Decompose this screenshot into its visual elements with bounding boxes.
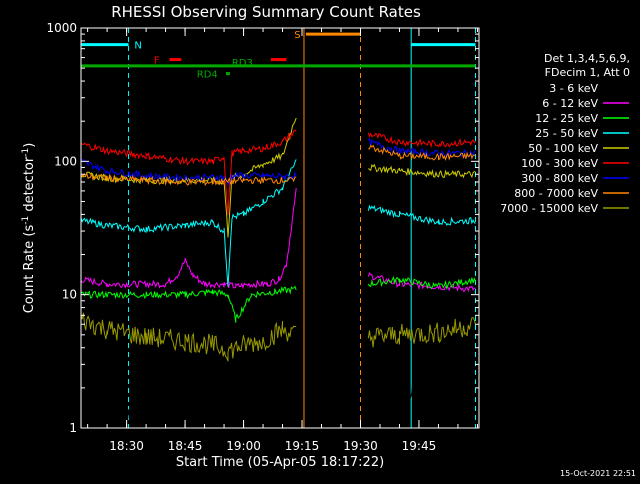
series-line-7-1 [368, 144, 476, 161]
series-line-0-1 [367, 352, 476, 420]
series-line-2-1 [367, 275, 476, 291]
legend-label: 800 - 7000 keV [514, 187, 598, 200]
y-axis-label-close: ) [22, 143, 37, 148]
x-tick-label: 19:30 [343, 439, 378, 453]
y-axis-label-sup: -1 [21, 216, 31, 225]
legend: Det 1,3,4,5,6,9,FDecim 1, Att 0 3 - 6 keV… [500, 52, 630, 215]
y-tick-label: 1 [69, 421, 77, 435]
legend-header-line: FDecim 1, Att 0 [545, 66, 630, 79]
x-tick-label: 19:15 [285, 439, 320, 453]
series-line-0-0 [80, 202, 297, 423]
y-axis-label-mid: detector [22, 156, 37, 216]
y-axis-label: Count Rate (s-1 detector-1) [21, 143, 37, 314]
legend-label: 7000 - 15000 keV [500, 202, 598, 215]
axes: 1 10 100 1000 18:30 18:45 19:00 19:15 19:30 19:45 [46, 21, 479, 453]
flag-label-rd3: RD3 [232, 58, 253, 69]
flag-label-f: F [154, 56, 160, 67]
series-line-5-0 [80, 129, 297, 216]
series-line-7-0 [80, 172, 297, 187]
series-line-1-0 [80, 187, 297, 290]
legend-label: 12 - 25 keV [535, 112, 598, 125]
legend-label: 50 - 100 keV [528, 142, 598, 155]
y-axis-label-sup2: -1 [21, 148, 31, 157]
legend-header-line: Det 1,3,4,5,6,9, [544, 52, 630, 65]
chart-title: RHESSI Observing Summary Count Rates [111, 3, 421, 21]
y-tick-label: 1000 [46, 21, 77, 35]
series-line-8-1 [367, 317, 476, 348]
series-line-8-0 [80, 312, 297, 362]
legend-label: 25 - 50 keV [535, 127, 598, 140]
series-line-2-0 [80, 285, 297, 323]
series-line-3-1 [367, 204, 476, 226]
x-tick-label: 18:30 [109, 439, 144, 453]
y-tick-label: 10 [62, 288, 77, 302]
series-line-4-1 [368, 163, 476, 179]
flag-label-n: N [134, 41, 141, 52]
footer-timestamp: 15-Oct-2021 22:51 [560, 469, 636, 478]
flag-label-s: S [294, 30, 300, 41]
series-line-6-0 [80, 159, 297, 186]
y-tick-label: 100 [54, 154, 77, 168]
legend-label: 300 - 800 keV [521, 172, 598, 185]
plot-frame [80, 27, 480, 429]
x-tick-label: 19:00 [226, 439, 261, 453]
x-axis-label: Start Time (05-Apr-05 18:17:22) [176, 455, 384, 470]
series-line-6-1 [368, 138, 476, 158]
legend-label: 3 - 6 keV [549, 82, 598, 95]
legend-label: 6 - 12 keV [542, 97, 598, 110]
plot-area: N F S RD3 RD4 [80, 28, 476, 428]
y-axis-label-prefix: Count Rate (s [22, 225, 37, 314]
series-line-5-1 [367, 132, 476, 149]
series-line-3-0 [80, 159, 297, 287]
legend-label: 100 - 300 keV [521, 157, 598, 170]
x-tick-label: 19:45 [402, 439, 437, 453]
flag-label-rd4: RD4 [197, 70, 218, 81]
x-tick-label: 18:45 [168, 439, 203, 453]
